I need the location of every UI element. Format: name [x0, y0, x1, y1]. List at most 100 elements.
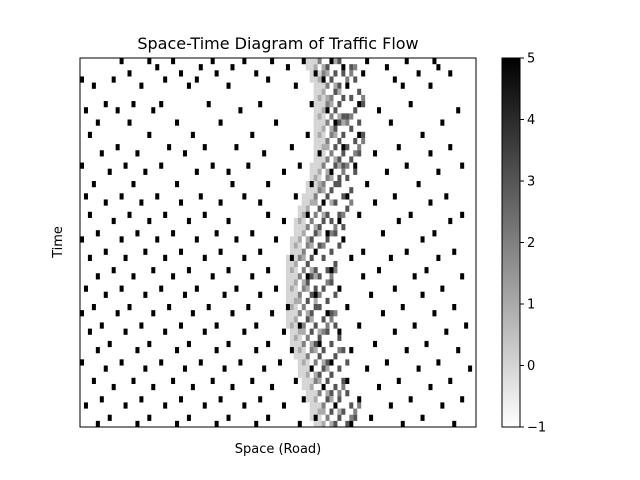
wave-cell	[297, 230, 302, 237]
vehicle-cell	[428, 82, 433, 89]
vehicle-cell	[103, 291, 108, 298]
vehicle-cell	[226, 340, 231, 348]
wave-cell	[317, 119, 322, 126]
wave-cell	[313, 156, 318, 163]
wave-cell	[309, 396, 314, 403]
wave-cell	[293, 297, 298, 305]
wave-cell	[361, 101, 366, 108]
vehicle-cell	[206, 304, 211, 311]
vehicle-cell	[258, 101, 263, 108]
wave-cell	[325, 82, 330, 89]
vehicle-cell	[428, 199, 433, 206]
wave-cell	[289, 279, 294, 286]
vehicle-cell	[80, 236, 85, 243]
wave-cell	[305, 383, 310, 391]
wave-cell	[317, 162, 322, 169]
vehicle-cell	[274, 119, 279, 126]
wave-cell	[317, 125, 322, 132]
wave-cell	[321, 162, 326, 169]
wave-cell	[317, 334, 322, 341]
wave-cell	[333, 181, 338, 188]
vehicle-cell	[321, 76, 326, 83]
vehicle-cell	[246, 162, 251, 169]
wave-cell	[293, 340, 298, 348]
wave-cell	[361, 131, 366, 138]
wave-cell	[341, 224, 346, 231]
vehicle-cell	[147, 131, 152, 138]
wave-cell	[285, 254, 290, 261]
wave-cell	[333, 88, 338, 95]
wave-cell	[329, 94, 334, 102]
vehicle-cell	[313, 70, 318, 77]
wave-cell	[329, 199, 334, 206]
vehicle-cell	[175, 119, 180, 126]
wave-cell	[297, 273, 302, 280]
vehicle-cell	[95, 420, 100, 428]
wave-cell	[293, 248, 298, 255]
wave-cell	[313, 187, 318, 194]
wave-cell	[341, 131, 346, 138]
vehicle-cell	[297, 322, 302, 329]
wave-cell	[317, 377, 322, 384]
vehicle-cell	[167, 144, 172, 151]
vehicle-cell	[349, 347, 354, 354]
vehicle-cell	[266, 181, 271, 188]
chart-title: Space-Time Diagram of Traffic Flow	[137, 34, 418, 53]
vehicle-cell	[305, 131, 310, 138]
vehicle-cell	[226, 82, 231, 89]
wave-cell	[345, 390, 350, 397]
wave-cell	[333, 267, 338, 274]
vehicle-cell	[242, 254, 247, 261]
wave-cell	[317, 291, 322, 298]
vehicle-cell	[103, 101, 108, 108]
vehicle-cell	[436, 64, 441, 71]
wave-cell	[317, 101, 322, 108]
vehicle-cell	[171, 377, 176, 384]
wave-cell	[289, 340, 294, 348]
wave-cell	[357, 88, 362, 95]
wave-cell	[313, 107, 318, 114]
wave-cell	[333, 420, 338, 428]
wave-cell	[297, 353, 302, 360]
wave-cell	[301, 377, 306, 384]
wave-cell	[309, 236, 314, 243]
wave-cell	[301, 353, 306, 360]
wave-cell	[325, 101, 330, 108]
wave-cell	[329, 217, 334, 225]
vehicle-cell	[171, 58, 176, 65]
wave-cell	[353, 107, 358, 114]
wave-cell	[325, 211, 330, 218]
vehicle-cell	[139, 396, 144, 403]
vehicle-cell	[266, 211, 271, 218]
vehicle-cell	[325, 107, 330, 114]
vehicle-cell	[250, 131, 255, 138]
wave-cell	[313, 285, 318, 292]
vehicle-cell	[254, 322, 259, 329]
vehicle-cell	[285, 304, 290, 311]
wave-cell	[313, 82, 318, 89]
wave-cell	[297, 365, 302, 372]
wave-cell	[309, 310, 314, 317]
wave-cell	[337, 162, 342, 169]
vehicle-cell	[416, 70, 421, 77]
wave-cell	[305, 297, 310, 305]
wave-cell	[325, 396, 330, 403]
wave-cell	[313, 113, 318, 120]
colorbar-tick-label: 5	[527, 52, 535, 67]
wave-cell	[325, 377, 330, 384]
wave-cell	[317, 353, 322, 360]
wave-cell	[309, 414, 314, 421]
vehicle-cell	[210, 377, 215, 384]
vehicle-cell	[143, 248, 148, 255]
wave-cell	[313, 390, 318, 397]
wave-cell	[309, 273, 314, 280]
wave-cell	[313, 150, 318, 157]
wave-cell	[297, 334, 302, 341]
wave-cell	[313, 297, 318, 305]
vehicle-cell	[297, 420, 302, 428]
wave-cell	[313, 88, 318, 95]
vehicle-cell	[95, 119, 100, 126]
vehicle-cell	[226, 217, 231, 225]
wave-cell	[333, 353, 338, 360]
wave-cell	[289, 260, 294, 268]
